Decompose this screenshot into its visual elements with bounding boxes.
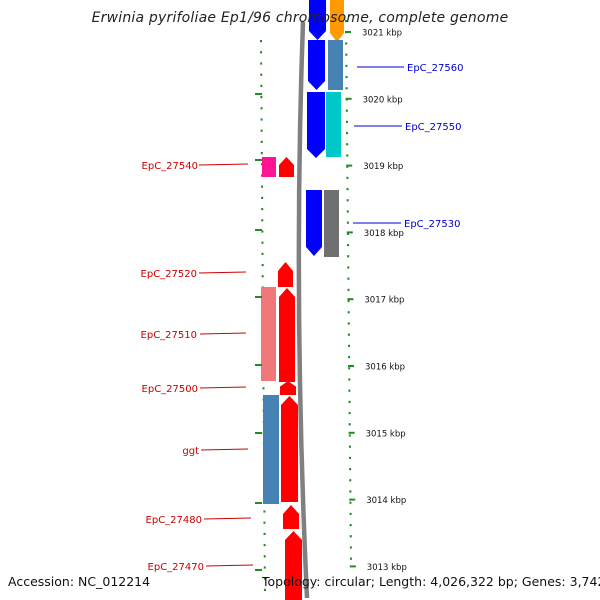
gene-label[interactable]: EpC_27470	[148, 562, 204, 573]
gene-epc-27510	[279, 288, 295, 382]
inner-tick-mark	[255, 93, 262, 95]
gene-label[interactable]: EpC_27550	[405, 122, 461, 133]
gene-epc-27540-magenta	[262, 157, 276, 177]
ticks-layer: 3021 kbp 3020 kbp 3019 kbp 3018 kbp 3017 kbp…	[255, 29, 407, 573]
inner-tick-mark	[255, 364, 262, 366]
gene-epc-27550	[326, 92, 341, 157]
scale-tick-mark	[345, 97, 352, 100]
scale-tick-label: 3013 kbp	[367, 563, 407, 573]
scale-tick-label: 3016 kbp	[365, 363, 405, 373]
gene-label[interactable]: EpC_27540	[142, 161, 198, 172]
scale-tick-mark	[349, 498, 356, 501]
inner-tick-mark	[255, 296, 262, 298]
gene-epc-27550-blue	[307, 92, 325, 158]
gene-label[interactable]: EpC_27500	[142, 384, 198, 395]
gene-leader-line	[200, 448, 249, 451]
outer-dotted-track	[345, 20, 352, 560]
gene-epc-27470	[285, 531, 302, 600]
scale-tick-mark	[348, 365, 354, 367]
gene-leader-line	[205, 564, 254, 567]
genes-layer	[261, 0, 344, 600]
scale-tick-mark	[346, 164, 353, 167]
gene-epc-27530-blue	[306, 190, 322, 256]
genes-value: 3,742	[569, 574, 600, 589]
gene-ggt-steel	[263, 395, 279, 504]
gene-epc-27500	[280, 381, 296, 395]
length-label: Length:	[378, 574, 427, 589]
scale-tick-mark	[346, 231, 353, 234]
accession-info: Accession: NC_012214	[8, 574, 155, 589]
gene-ggt	[281, 396, 298, 502]
gene-epc-27540	[279, 157, 294, 177]
length-value: 4,026,322 bp	[430, 574, 514, 589]
gene-leader-line	[198, 163, 249, 166]
inner-tick-mark	[255, 432, 262, 434]
map-title: Erwinia pyrifoliae Ep1/96 chromosome, co…	[91, 10, 509, 26]
scale-tick-label: 3015 kbp	[366, 429, 406, 439]
gene-epc-27560	[328, 40, 343, 90]
gene-label[interactable]: EpC_27560	[407, 63, 463, 74]
gene-leader-line	[198, 271, 247, 274]
gene-epc-27530	[324, 190, 339, 257]
genome-backbone	[296, 21, 310, 599]
scale-tick-label: 3020 kbp	[363, 95, 403, 105]
scale-tick-mark	[345, 31, 351, 33]
scale-tick-mark	[349, 565, 356, 568]
gene-epc-27520	[278, 262, 293, 287]
accession-value: NC_012214	[78, 574, 151, 589]
labels-layer: EpC_27560 EpC_27550 EpC_27540 EpC_27530 EpC_…	[141, 63, 464, 573]
scale-tick-label: 3019 kbp	[363, 162, 403, 172]
inner-tick-mark	[255, 569, 262, 571]
gene-3021-orange	[330, 0, 344, 42]
gene-leader-line	[199, 386, 247, 389]
topology-label: Topology:	[262, 574, 321, 589]
inner-tick-mark	[255, 229, 262, 231]
scale-tick-label: 3014 kbp	[366, 496, 406, 506]
topology-value: circular	[324, 574, 371, 589]
genes-label: Genes:	[521, 574, 566, 589]
gene-3021-blue	[309, 0, 326, 40]
gene-leader-line	[203, 517, 252, 520]
scale-tick-label: 3021 kbp	[362, 29, 402, 39]
scale-tick-mark	[348, 431, 355, 434]
gene-label[interactable]: EpC_27480	[146, 515, 202, 526]
genome-stats: Topology: circular; Length: 4,026,322 bp…	[262, 574, 600, 589]
accession-label: Accession:	[8, 574, 75, 589]
inner-tick-mark	[255, 159, 262, 161]
gene-label[interactable]: ggt	[182, 446, 199, 457]
gene-label[interactable]: EpC_27510	[141, 330, 197, 341]
gene-label[interactable]: EpC_27520	[141, 269, 197, 280]
gene-epc-27480	[283, 505, 299, 529]
inner-tick-mark	[255, 502, 262, 504]
gene-label[interactable]: EpC_27530	[404, 219, 460, 230]
gene-epc-27560-blue	[308, 40, 325, 90]
gene-epc-27510-pink	[261, 287, 276, 381]
scale-tick-mark	[347, 298, 354, 301]
scale-tick-label: 3018 kbp	[364, 229, 404, 239]
scale-tick-label: 3017 kbp	[364, 296, 404, 306]
gene-leader-line	[199, 332, 247, 335]
